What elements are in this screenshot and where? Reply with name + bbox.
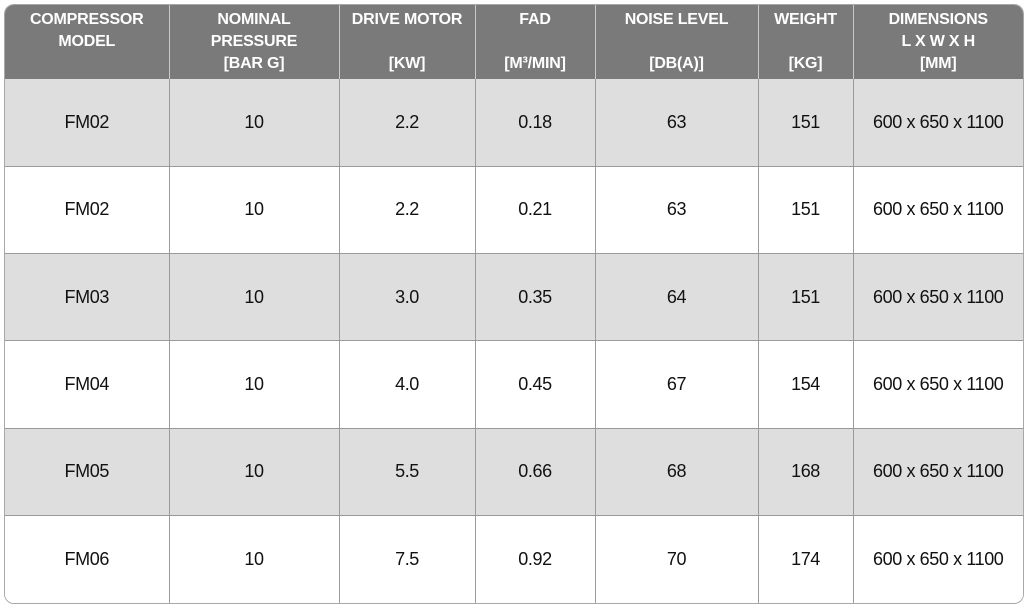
cell-pressure: 10 bbox=[169, 253, 340, 342]
header-compressor-model: COMPRESSOR MODEL bbox=[5, 5, 170, 79]
header-unit: [M³/MIN] bbox=[504, 55, 566, 72]
cell-model: FM02 bbox=[5, 166, 170, 255]
cell-weight: 154 bbox=[758, 340, 854, 429]
cell-model: FM02 bbox=[5, 79, 170, 167]
header-line: FAD bbox=[519, 11, 551, 28]
cell-noise: 63 bbox=[595, 79, 759, 167]
cell-fad: 0.21 bbox=[475, 166, 596, 255]
cell-fad: 0.45 bbox=[475, 340, 596, 429]
header-line: PRESSURE bbox=[210, 33, 298, 50]
header-unit: [MM] bbox=[919, 55, 957, 72]
cell-weight: 151 bbox=[758, 253, 854, 342]
cell-motor: 5.5 bbox=[339, 428, 476, 517]
table-row: FM02 10 2.2 0.21 63 151 600 x 650 x 1100 bbox=[5, 166, 1023, 255]
cell-noise: 64 bbox=[595, 253, 759, 342]
cell-motor: 2.2 bbox=[339, 166, 476, 255]
cell-dimensions: 600 x 650 x 1100 bbox=[853, 340, 1023, 429]
header-line: COMPRESSOR bbox=[29, 11, 144, 28]
table-header-row: COMPRESSOR MODEL NOMINAL PRESSURE [BAR G… bbox=[5, 5, 1023, 79]
header-line: DIMENSIONS bbox=[888, 11, 989, 28]
cell-noise: 68 bbox=[595, 428, 759, 517]
cell-pressure: 10 bbox=[169, 340, 340, 429]
cell-dimensions: 600 x 650 x 1100 bbox=[853, 166, 1023, 255]
cell-fad: 0.66 bbox=[475, 428, 596, 517]
header-unit: [DB(A)] bbox=[649, 55, 704, 72]
cell-fad: 0.92 bbox=[475, 515, 596, 603]
header-line: L X W X H bbox=[901, 33, 976, 50]
compressor-spec-table: COMPRESSOR MODEL NOMINAL PRESSURE [BAR G… bbox=[5, 5, 1023, 603]
cell-weight: 168 bbox=[758, 428, 854, 517]
header-nominal-pressure: NOMINAL PRESSURE [BAR G] bbox=[169, 5, 340, 79]
cell-noise: 70 bbox=[595, 515, 759, 603]
cell-dimensions: 600 x 650 x 1100 bbox=[853, 253, 1023, 342]
cell-model: FM06 bbox=[5, 515, 170, 603]
table-row: FM06 10 7.5 0.92 70 174 600 x 650 x 1100 bbox=[5, 515, 1023, 603]
cell-dimensions: 600 x 650 x 1100 bbox=[853, 428, 1023, 517]
cell-noise: 63 bbox=[595, 166, 759, 255]
cell-noise: 67 bbox=[595, 340, 759, 429]
cell-motor: 7.5 bbox=[339, 515, 476, 603]
header-unit: [KG] bbox=[788, 55, 823, 72]
header-dimensions: DIMENSIONS L X W X H [MM] bbox=[853, 5, 1023, 79]
cell-weight: 151 bbox=[758, 79, 854, 167]
table-row: FM05 10 5.5 0.66 68 168 600 x 650 x 1100 bbox=[5, 428, 1023, 517]
header-weight: WEIGHT [KG] bbox=[758, 5, 854, 79]
cell-fad: 0.35 bbox=[475, 253, 596, 342]
cell-motor: 4.0 bbox=[339, 340, 476, 429]
cell-motor: 3.0 bbox=[339, 253, 476, 342]
cell-pressure: 10 bbox=[169, 166, 340, 255]
cell-pressure: 10 bbox=[169, 515, 340, 603]
cell-model: FM05 bbox=[5, 428, 170, 517]
header-line: DRIVE MOTOR bbox=[351, 11, 463, 28]
header-fad: FAD [M³/MIN] bbox=[475, 5, 596, 79]
header-noise-level: NOISE LEVEL [DB(A)] bbox=[595, 5, 759, 79]
header-line: NOMINAL bbox=[217, 11, 291, 28]
table-row: FM03 10 3.0 0.35 64 151 600 x 650 x 1100 bbox=[5, 253, 1023, 342]
header-line: MODEL bbox=[58, 33, 116, 50]
cell-fad: 0.18 bbox=[475, 79, 596, 167]
cell-dimensions: 600 x 650 x 1100 bbox=[853, 515, 1023, 603]
cell-pressure: 10 bbox=[169, 79, 340, 167]
cell-motor: 2.2 bbox=[339, 79, 476, 167]
cell-weight: 174 bbox=[758, 515, 854, 603]
header-drive-motor: DRIVE MOTOR [KW] bbox=[339, 5, 476, 79]
cell-pressure: 10 bbox=[169, 428, 340, 517]
cell-dimensions: 600 x 650 x 1100 bbox=[853, 79, 1023, 167]
header-line: WEIGHT bbox=[774, 11, 837, 28]
cell-weight: 151 bbox=[758, 166, 854, 255]
header-unit: [BAR G] bbox=[223, 55, 285, 72]
header-unit: [KW] bbox=[388, 55, 426, 72]
header-line: NOISE LEVEL bbox=[624, 11, 729, 28]
cell-model: FM04 bbox=[5, 340, 170, 429]
compressor-spec-table-container: COMPRESSOR MODEL NOMINAL PRESSURE [BAR G… bbox=[4, 4, 1024, 604]
table-row: FM04 10 4.0 0.45 67 154 600 x 650 x 1100 bbox=[5, 340, 1023, 429]
cell-model: FM03 bbox=[5, 253, 170, 342]
table-row: FM02 10 2.2 0.18 63 151 600 x 650 x 1100 bbox=[5, 79, 1023, 167]
